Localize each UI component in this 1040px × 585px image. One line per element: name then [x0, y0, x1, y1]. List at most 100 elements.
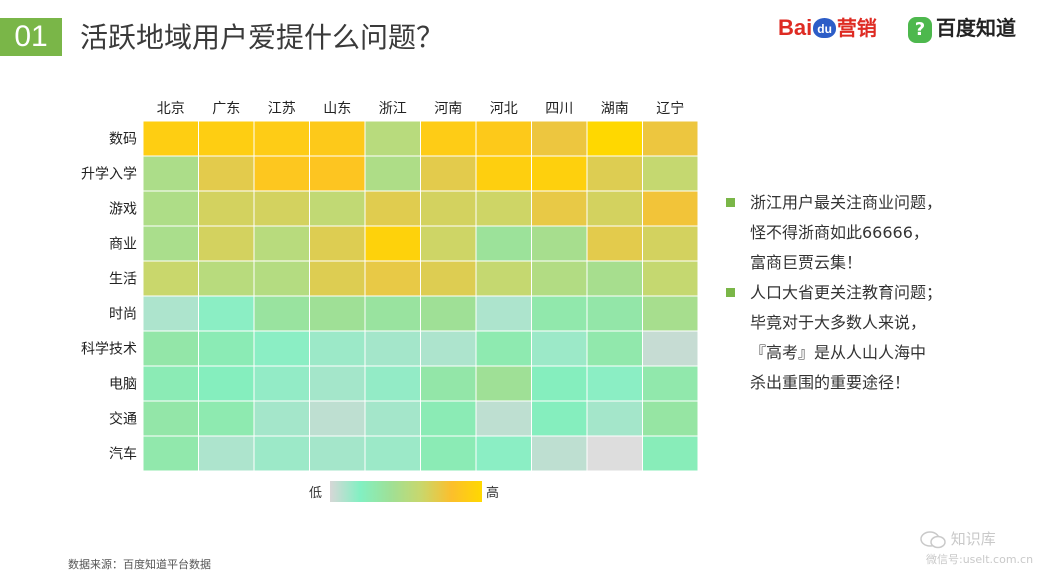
heatmap-cell-电脑-辽宁 — [642, 365, 699, 402]
heatmap-cell-科学技术-河南 — [420, 330, 477, 367]
heatmap-cell-升学入学-辽宁 — [642, 155, 699, 192]
note-line: 人口大省更关注教育问题； — [750, 283, 943, 302]
column-label: 河北 — [490, 101, 518, 117]
heatmap-cell-汽车-江苏 — [253, 435, 310, 472]
heatmap-cell-时尚-湖南 — [586, 295, 643, 332]
legend-low-label: 低 — [309, 486, 322, 501]
heatmap-cell-数码-浙江 — [364, 120, 421, 157]
heatmap-cell-商业-河南 — [420, 225, 477, 262]
row-label: 汽车 — [109, 446, 137, 463]
row-label: 时尚 — [109, 307, 137, 323]
heatmap-cell-升学入学-河北 — [475, 155, 532, 192]
heatmap-cell-游戏-北京 — [142, 190, 199, 227]
color-legend: 低 高 — [309, 481, 499, 502]
heatmap-cell-电脑-河南 — [420, 365, 477, 402]
note-item: 浙江用户最关注商业问题， 怪不得浙商如此66666， 富商巨贾云集！ — [726, 188, 1026, 278]
heatmap-cell-汽车-河北 — [475, 435, 532, 472]
row-label: 游戏 — [109, 202, 137, 218]
baidu-zhidao-logo: ? 百度知道 — [908, 14, 1016, 44]
column-label: 河南 — [434, 101, 462, 117]
data-source-note: 数据来源：百度知道平台数据 — [68, 558, 211, 571]
heatmap-cell-科学技术-湖南 — [586, 330, 643, 367]
heatmap-cell-数码-河南 — [420, 120, 477, 157]
heatmap-cell-商业-河北 — [475, 225, 532, 262]
heatmap-cell-时尚-河南 — [420, 295, 477, 332]
zhidao-logo-text: 百度知道 — [936, 16, 1016, 40]
heatmap-cell-商业-四川 — [531, 225, 588, 262]
column-label: 辽宁 — [656, 100, 684, 117]
heatmap-cell-电脑-北京 — [142, 365, 199, 402]
heatmap-cell-数码-江苏 — [253, 120, 310, 157]
heatmap-cell-汽车-北京 — [142, 435, 199, 472]
note-line: 毕竟对于大多数人来说， — [750, 313, 927, 332]
heatmap-cell-科学技术-北京 — [142, 330, 199, 367]
heatmap-cell-汽车-广东 — [198, 435, 255, 472]
heatmap-cell-交通-湖南 — [586, 400, 643, 437]
heatmap-cell-升学入学-广东 — [198, 155, 255, 192]
heatmap-cell-生活-广东 — [198, 260, 255, 297]
heatmap-cell-数码-山东 — [309, 120, 366, 157]
heatmap-cell-电脑-山东 — [309, 365, 366, 402]
row-label: 商业 — [109, 237, 137, 253]
row-label: 交通 — [109, 411, 137, 428]
heatmap-cell-时尚-河北 — [475, 295, 532, 332]
column-label: 广东 — [212, 101, 240, 117]
heatmap-cell-汽车-四川 — [531, 435, 588, 472]
heatmap-cell-科学技术-山东 — [309, 330, 366, 367]
heatmap-cell-商业-辽宁 — [642, 225, 699, 262]
heatmap-cell-时尚-浙江 — [364, 295, 421, 332]
heatmap-cell-商业-浙江 — [364, 225, 421, 262]
heatmap-cell-汽车-河南 — [420, 435, 477, 472]
heatmap-cell-游戏-四川 — [531, 190, 588, 227]
heatmap-cell-科学技术-河北 — [475, 330, 532, 367]
legend-gradient-bar — [330, 481, 482, 502]
heatmap-cell-生活-河南 — [420, 260, 477, 297]
heatmap-cell-电脑-广东 — [198, 365, 255, 402]
square-bullet-icon — [726, 198, 735, 207]
heatmap-cell-电脑-江苏 — [253, 365, 310, 402]
heatmap-cell-升学入学-北京 — [142, 155, 199, 192]
heatmap-cell-数码-河北 — [475, 120, 532, 157]
heatmap-cell-时尚-四川 — [531, 295, 588, 332]
heatmap-cell-交通-广东 — [198, 400, 255, 437]
column-label: 湖南 — [601, 101, 629, 117]
column-label: 山东 — [323, 101, 351, 117]
heatmap-cell-汽车-浙江 — [364, 435, 421, 472]
heatmap-cell-交通-北京 — [142, 400, 199, 437]
row-label: 数码 — [109, 132, 137, 148]
question-mark-icon: ? — [908, 16, 932, 43]
column-label: 四川 — [545, 101, 573, 117]
heatmap-cell-游戏-河北 — [475, 190, 532, 227]
heatmap-cell-商业-山东 — [309, 225, 366, 262]
heatmap-cell-交通-江苏 — [253, 400, 310, 437]
baidu-marketing-logo: Bai du 营销 — [778, 14, 877, 54]
logo-yingxiao-text: 营销 — [836, 16, 877, 40]
heatmap-cell-数码-北京 — [142, 120, 199, 157]
column-labels: 北京 广东 江苏 山东 浙江 河南 河北 四川 湖南 辽宁 — [157, 100, 685, 117]
heatmap-cell-交通-四川 — [531, 400, 588, 437]
heatmap-cell-科学技术-四川 — [531, 330, 588, 367]
heatmap-cell-生活-浙江 — [364, 260, 421, 297]
column-label: 北京 — [157, 101, 185, 117]
square-bullet-icon — [726, 288, 735, 297]
column-label: 江苏 — [268, 101, 296, 117]
row-label: 科学技术 — [81, 342, 137, 358]
heatmap-cell-游戏-山东 — [309, 190, 366, 227]
heatmap-cell-时尚-辽宁 — [642, 295, 699, 332]
heatmap-cell-生活-辽宁 — [642, 260, 699, 297]
row-label: 生活 — [109, 272, 137, 288]
heatmap-cell-游戏-辽宁 — [642, 190, 699, 227]
note-line: 杀出重围的重要途径！ — [750, 373, 911, 392]
heatmap-cell-升学入学-浙江 — [364, 155, 421, 192]
heatmap-cell-电脑-四川 — [531, 365, 588, 402]
heatmap-cell-时尚-山东 — [309, 295, 366, 332]
heatmap-cell-生活-四川 — [531, 260, 588, 297]
heatmap-cell-电脑-湖南 — [586, 365, 643, 402]
watermark-subtitle: 微信号:uselt.com.cn — [926, 553, 1034, 566]
heatmap-cell-升学入学-山东 — [309, 155, 366, 192]
heatmap-cell-汽车-山东 — [309, 435, 366, 472]
heatmap-cell-数码-湖南 — [586, 120, 643, 157]
note-item: 人口大省更关注教育问题； 毕竟对于大多数人来说， 『高考』是从人山人海中 杀出重… — [726, 278, 1026, 398]
heatmap-cell-科学技术-浙江 — [364, 330, 421, 367]
legend-high-label: 高 — [486, 485, 499, 501]
